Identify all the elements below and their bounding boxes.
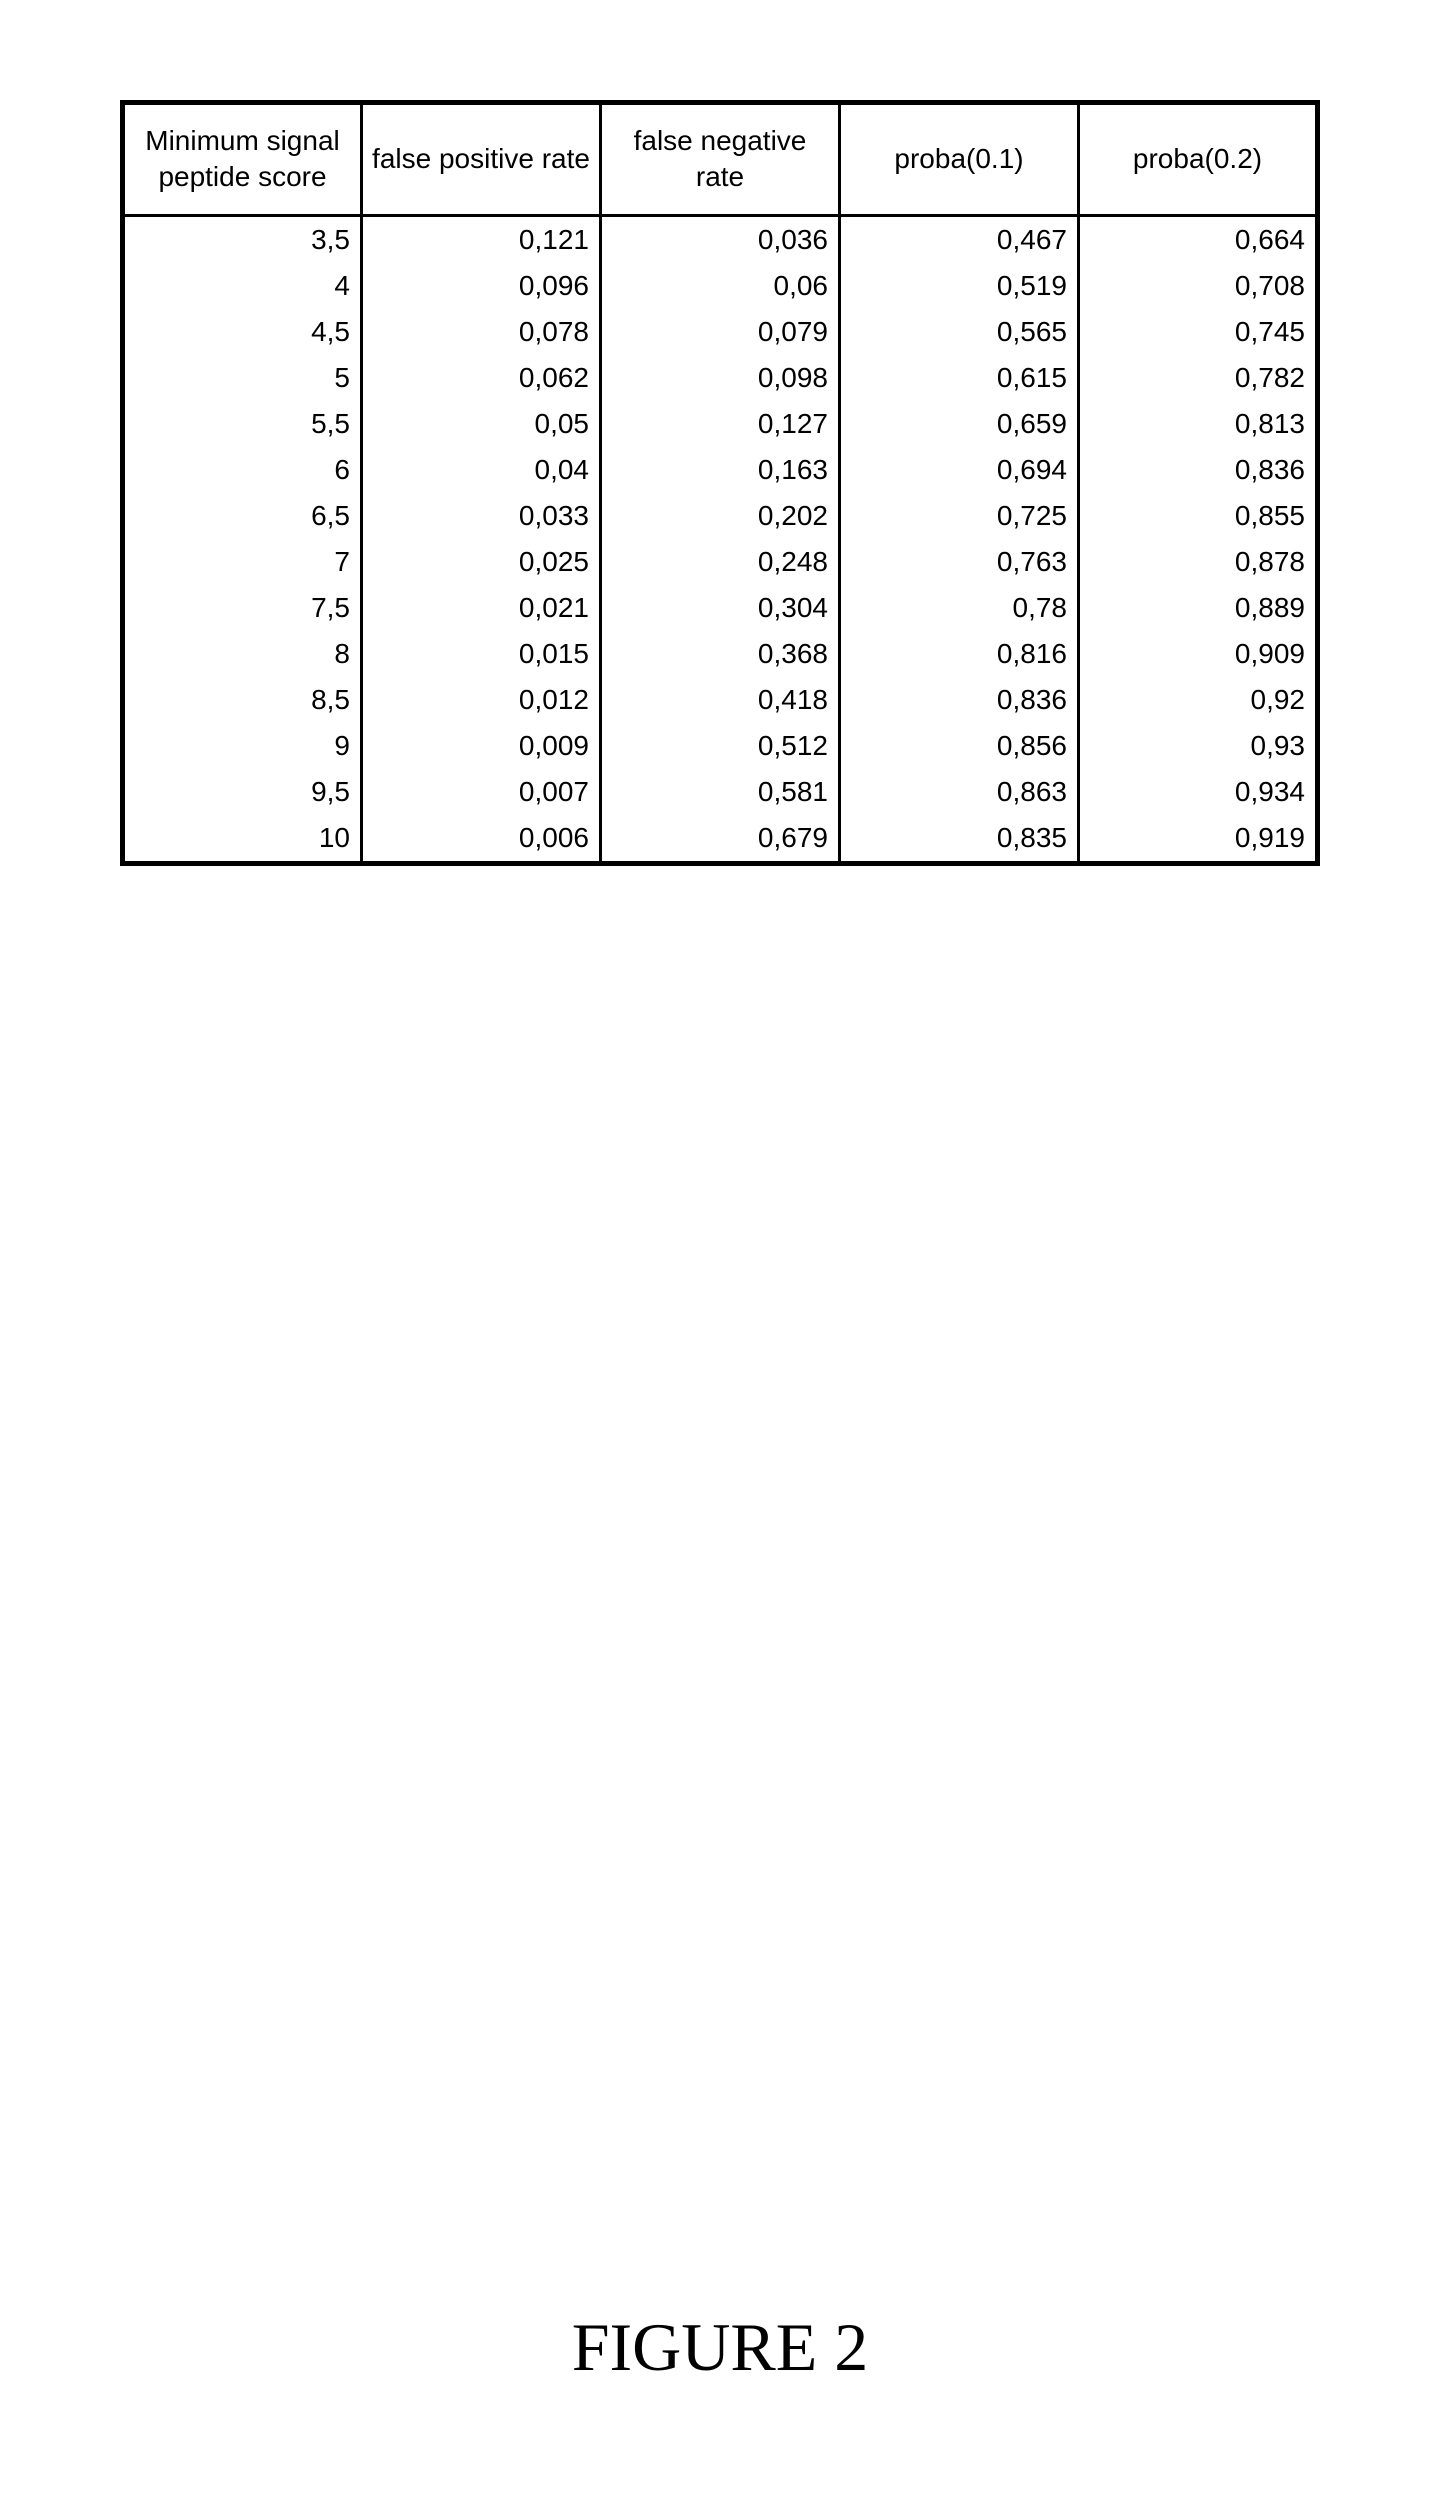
cell-fnr: 0,098: [601, 355, 840, 401]
cell-p01: 0,863: [840, 769, 1079, 815]
table-row: 4,5 0,078 0,079 0,565 0,745: [123, 309, 1318, 355]
table-row: 5,5 0,05 0,127 0,659 0,813: [123, 401, 1318, 447]
cell-p01: 0,78: [840, 585, 1079, 631]
cell-score: 5,5: [123, 401, 362, 447]
cell-p01: 0,763: [840, 539, 1079, 585]
cell-p02: 0,919: [1079, 815, 1318, 864]
cell-p01: 0,725: [840, 493, 1079, 539]
cell-fnr: 0,368: [601, 631, 840, 677]
table-row: 7 0,025 0,248 0,763 0,878: [123, 539, 1318, 585]
header-cell-false-negative: false negative rate: [601, 103, 840, 216]
cell-score: 9,5: [123, 769, 362, 815]
cell-fnr: 0,127: [601, 401, 840, 447]
cell-fpr: 0,015: [362, 631, 601, 677]
cell-p02: 0,909: [1079, 631, 1318, 677]
cell-p01: 0,467: [840, 215, 1079, 263]
cell-fpr: 0,012: [362, 677, 601, 723]
table-row: 9,5 0,007 0,581 0,863 0,934: [123, 769, 1318, 815]
cell-p01: 0,816: [840, 631, 1079, 677]
header-cell-false-positive: false positive rate: [362, 103, 601, 216]
cell-fpr: 0,062: [362, 355, 601, 401]
cell-score: 3,5: [123, 215, 362, 263]
cell-p02: 0,93: [1079, 723, 1318, 769]
table-row: 9 0,009 0,512 0,856 0,93: [123, 723, 1318, 769]
cell-score: 4: [123, 263, 362, 309]
cell-p02: 0,664: [1079, 215, 1318, 263]
cell-fnr: 0,248: [601, 539, 840, 585]
cell-fnr: 0,304: [601, 585, 840, 631]
header-row: Minimum signal peptide score false posit…: [123, 103, 1318, 216]
table-row: 3,5 0,121 0,036 0,467 0,664: [123, 215, 1318, 263]
table-row: 6,5 0,033 0,202 0,725 0,855: [123, 493, 1318, 539]
cell-p02: 0,934: [1079, 769, 1318, 815]
cell-score: 8: [123, 631, 362, 677]
header-cell-proba02: proba(0.2): [1079, 103, 1318, 216]
cell-fpr: 0,05: [362, 401, 601, 447]
cell-fpr: 0,04: [362, 447, 601, 493]
cell-fnr: 0,163: [601, 447, 840, 493]
table-header: Minimum signal peptide score false posit…: [123, 103, 1318, 216]
cell-fpr: 0,121: [362, 215, 601, 263]
cell-p02: 0,782: [1079, 355, 1318, 401]
cell-score: 10: [123, 815, 362, 864]
cell-fnr: 0,679: [601, 815, 840, 864]
cell-fpr: 0,021: [362, 585, 601, 631]
table-row: 6 0,04 0,163 0,694 0,836: [123, 447, 1318, 493]
cell-p02: 0,745: [1079, 309, 1318, 355]
cell-score: 9: [123, 723, 362, 769]
cell-p02: 0,813: [1079, 401, 1318, 447]
cell-p02: 0,92: [1079, 677, 1318, 723]
cell-fpr: 0,033: [362, 493, 601, 539]
cell-p02: 0,889: [1079, 585, 1318, 631]
table-row: 8,5 0,012 0,418 0,836 0,92: [123, 677, 1318, 723]
cell-fnr: 0,079: [601, 309, 840, 355]
table-row: 10 0,006 0,679 0,835 0,919: [123, 815, 1318, 864]
cell-score: 4,5: [123, 309, 362, 355]
figure-caption: FIGURE 2: [0, 2308, 1440, 2387]
header-cell-score: Minimum signal peptide score: [123, 103, 362, 216]
cell-p02: 0,708: [1079, 263, 1318, 309]
cell-score: 7: [123, 539, 362, 585]
cell-p01: 0,856: [840, 723, 1079, 769]
cell-score: 8,5: [123, 677, 362, 723]
data-table-container: Minimum signal peptide score false posit…: [120, 100, 1320, 866]
cell-p01: 0,836: [840, 677, 1079, 723]
header-cell-proba01: proba(0.1): [840, 103, 1079, 216]
cell-p01: 0,565: [840, 309, 1079, 355]
cell-p01: 0,519: [840, 263, 1079, 309]
table-row: 7,5 0,021 0,304 0,78 0,889: [123, 585, 1318, 631]
cell-fpr: 0,009: [362, 723, 601, 769]
cell-p01: 0,615: [840, 355, 1079, 401]
table-row: 4 0,096 0,06 0,519 0,708: [123, 263, 1318, 309]
table-row: 8 0,015 0,368 0,816 0,909: [123, 631, 1318, 677]
cell-fpr: 0,078: [362, 309, 601, 355]
cell-fnr: 0,06: [601, 263, 840, 309]
cell-p01: 0,835: [840, 815, 1079, 864]
data-table: Minimum signal peptide score false posit…: [120, 100, 1320, 866]
cell-fnr: 0,418: [601, 677, 840, 723]
cell-fpr: 0,007: [362, 769, 601, 815]
cell-fnr: 0,581: [601, 769, 840, 815]
cell-p01: 0,694: [840, 447, 1079, 493]
cell-fnr: 0,512: [601, 723, 840, 769]
table-row: 5 0,062 0,098 0,615 0,782: [123, 355, 1318, 401]
cell-fnr: 0,202: [601, 493, 840, 539]
cell-score: 7,5: [123, 585, 362, 631]
cell-fpr: 0,006: [362, 815, 601, 864]
table-body: 3,5 0,121 0,036 0,467 0,664 4 0,096 0,06…: [123, 215, 1318, 863]
cell-p02: 0,878: [1079, 539, 1318, 585]
cell-p02: 0,855: [1079, 493, 1318, 539]
cell-score: 6: [123, 447, 362, 493]
cell-fpr: 0,025: [362, 539, 601, 585]
cell-p01: 0,659: [840, 401, 1079, 447]
cell-score: 6,5: [123, 493, 362, 539]
cell-fpr: 0,096: [362, 263, 601, 309]
cell-score: 5: [123, 355, 362, 401]
cell-p02: 0,836: [1079, 447, 1318, 493]
cell-fnr: 0,036: [601, 215, 840, 263]
